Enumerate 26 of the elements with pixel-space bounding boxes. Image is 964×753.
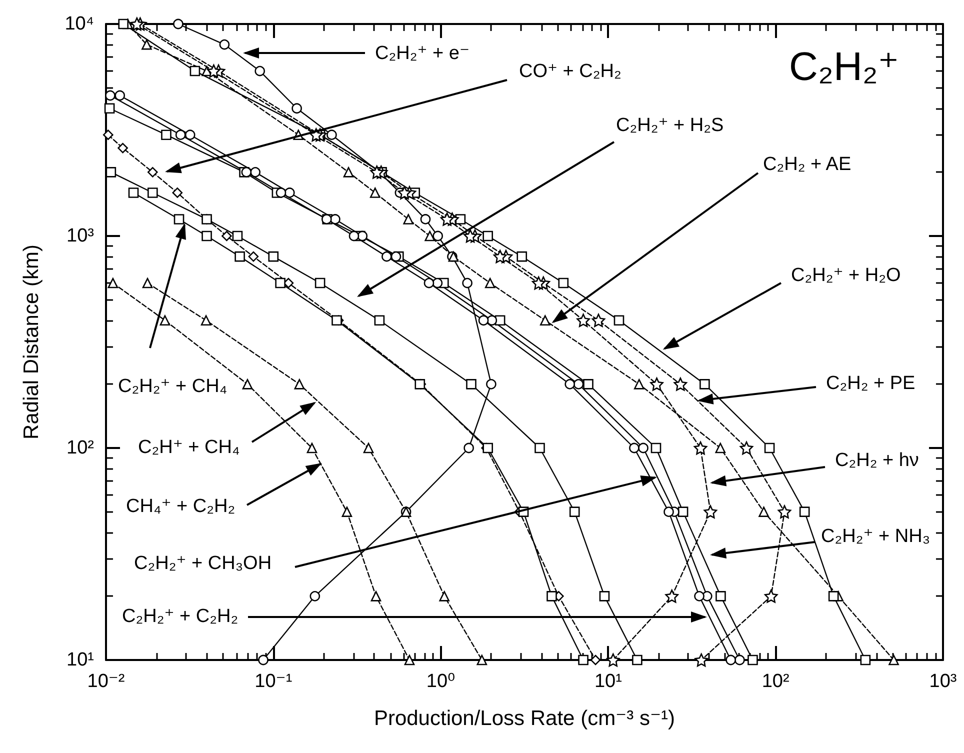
x-tick-label: 10⁻² bbox=[87, 671, 125, 692]
y-tick-label: 10³ bbox=[66, 226, 94, 246]
annotation: C₂H₂⁺ + e⁻ bbox=[375, 43, 470, 64]
annotation: C₂H₂ + AE bbox=[763, 154, 852, 175]
x-tick-label: 10⁰ bbox=[426, 671, 456, 692]
y-tick-label: 10² bbox=[66, 438, 94, 458]
x-axis-title: Production/Loss Rate (cm⁻³ s⁻¹) bbox=[374, 707, 676, 730]
y-tick-label: 10⁴ bbox=[64, 14, 94, 34]
annotation: C₂H₂⁺ + C₂H₂ bbox=[122, 606, 238, 627]
x-tick-label: 10⁻¹ bbox=[254, 671, 292, 692]
annotation: C₂H₂⁺ + H₂S bbox=[616, 115, 724, 136]
annotation: C₂H₂ + hν bbox=[835, 450, 919, 471]
x-tick-label: 10² bbox=[762, 671, 790, 692]
annotation: C₂H₂ + PE bbox=[826, 373, 916, 394]
annotation: C₂H₂⁺ + CH₄ bbox=[118, 376, 228, 397]
y-axis-title: Radial Distance (km) bbox=[20, 244, 43, 440]
annotation: C₂H₂⁺ + CH₃OH bbox=[134, 553, 272, 574]
annotation: CO⁺ + C₂H₂ bbox=[519, 61, 622, 82]
annotation: C₂H₂⁺ + NH₃ bbox=[821, 526, 930, 547]
y-tick-label: 10¹ bbox=[66, 650, 94, 670]
annotation: CH₄⁺ + C₂H₂ bbox=[126, 496, 236, 517]
x-tick-label: 10¹ bbox=[594, 671, 622, 692]
x-tick-label: 10³ bbox=[929, 671, 957, 692]
text: C₂H₂⁺ bbox=[789, 45, 900, 89]
annotation: C₂H₂⁺ + H₂O bbox=[791, 265, 901, 286]
annotation: C₂H⁺ + CH₄ bbox=[138, 437, 240, 458]
